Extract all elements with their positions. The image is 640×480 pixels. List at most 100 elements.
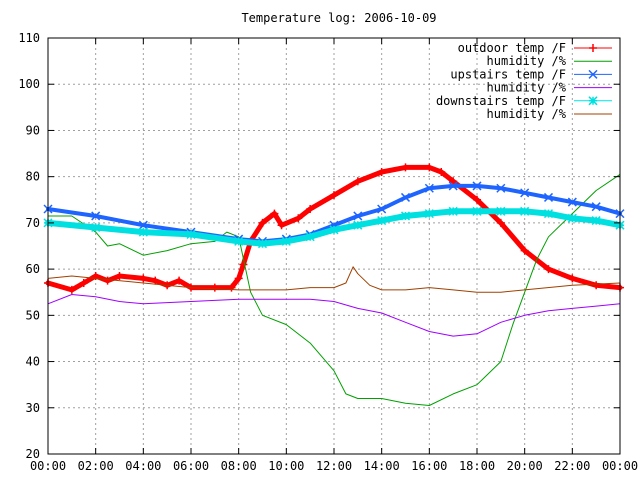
- series-4: [43, 206, 625, 249]
- data-point: [424, 209, 434, 219]
- data-point: [377, 204, 387, 214]
- data-point: [353, 220, 363, 230]
- data-point: [472, 206, 482, 216]
- x-tick-label: 12:00: [316, 459, 352, 473]
- data-point: [239, 260, 248, 269]
- x-tick-label: 14:00: [364, 459, 400, 473]
- data-point: [473, 195, 481, 204]
- y-tick-label: 40: [26, 355, 40, 369]
- data-point: [567, 197, 577, 207]
- y-tick-label: 80: [26, 170, 40, 184]
- data-point: [91, 211, 101, 221]
- series-line: [47, 266, 621, 293]
- data-point: [472, 181, 482, 191]
- data-point: [306, 205, 315, 214]
- data-point: [400, 211, 411, 221]
- data-point: [329, 225, 339, 235]
- data-point: [91, 222, 101, 233]
- data-point: [591, 202, 601, 212]
- y-tick-label: 110: [18, 31, 40, 45]
- series-line: [47, 173, 621, 406]
- x-tick-label: 16:00: [411, 459, 447, 473]
- legend-marker: [588, 96, 598, 106]
- data-point: [277, 221, 286, 230]
- x-tick-label: 00:00: [602, 459, 638, 473]
- series-group: [43, 163, 625, 406]
- data-point: [139, 274, 148, 283]
- data-point: [281, 236, 291, 246]
- series-1: [47, 173, 621, 406]
- data-point: [186, 229, 196, 239]
- data-point: [448, 206, 458, 216]
- x-tick-label: 00:00: [30, 459, 66, 473]
- data-point: [425, 163, 434, 172]
- data-point: [437, 168, 446, 177]
- data-point: [401, 163, 410, 172]
- data-point: [591, 216, 601, 226]
- legend-label: humidity /%: [487, 54, 567, 68]
- x-tick-label: 18:00: [459, 459, 495, 473]
- data-point: [568, 274, 577, 283]
- y-tick-label: 100: [18, 77, 40, 91]
- data-point: [592, 281, 601, 290]
- data-point: [377, 216, 387, 226]
- x-tick-label: 02:00: [78, 459, 114, 473]
- legend-label: humidity /%: [487, 81, 567, 95]
- axes: 20 30 40 50 60 70 80 90 100 110 00:00 02:00 04:00 06:…: [18, 31, 638, 473]
- legend-marker: [588, 69, 598, 79]
- data-point: [294, 214, 303, 223]
- legend-marker: [589, 44, 597, 52]
- x-tick-label: 04:00: [125, 459, 161, 473]
- legend-label: humidity /%: [487, 107, 567, 121]
- x-tick-label: 10:00: [268, 459, 304, 473]
- data-point: [543, 209, 554, 219]
- chart-title: Temperature log: 2006-10-09: [241, 11, 436, 25]
- data-point: [270, 209, 279, 218]
- data-point: [234, 236, 244, 246]
- data-point: [400, 192, 411, 202]
- legend-label: outdoor temp /F: [458, 41, 566, 55]
- x-tick-label: 20:00: [507, 459, 543, 473]
- data-point: [520, 246, 529, 255]
- x-tick-label: 08:00: [221, 459, 257, 473]
- data-point: [258, 218, 267, 227]
- legend-label: downstairs temp /F: [436, 94, 566, 108]
- data-point: [353, 177, 362, 186]
- data-point: [353, 211, 363, 221]
- data-point: [496, 218, 505, 227]
- data-point: [115, 272, 124, 281]
- data-point: [305, 232, 315, 242]
- data-point: [567, 213, 577, 223]
- data-point: [377, 168, 386, 177]
- data-point: [496, 183, 506, 193]
- data-point: [227, 283, 236, 292]
- data-point: [257, 239, 268, 249]
- data-point: [138, 227, 148, 237]
- data-point: [496, 206, 506, 216]
- data-point: [520, 188, 530, 198]
- data-point: [138, 220, 148, 230]
- x-tick-label: 22:00: [554, 459, 590, 473]
- y-tick-label: 60: [26, 262, 40, 276]
- data-point: [151, 276, 160, 285]
- data-point: [103, 276, 112, 285]
- data-point: [330, 191, 338, 200]
- y-tick-label: 30: [26, 401, 40, 415]
- legend-label: upstairs temp /F: [450, 67, 566, 81]
- series-3: [47, 294, 621, 337]
- data-point: [543, 192, 554, 202]
- data-point: [424, 183, 434, 193]
- y-tick-label: 90: [26, 123, 40, 137]
- y-tick-label: 50: [26, 308, 40, 322]
- data-point: [544, 265, 553, 274]
- data-point: [520, 206, 530, 216]
- data-point: [175, 276, 184, 285]
- y-tick-label: 20: [26, 447, 40, 461]
- x-tick-label: 06:00: [173, 459, 209, 473]
- data-point: [79, 278, 88, 287]
- series-line: [47, 294, 621, 337]
- grid: [48, 38, 620, 454]
- data-point: [234, 274, 243, 283]
